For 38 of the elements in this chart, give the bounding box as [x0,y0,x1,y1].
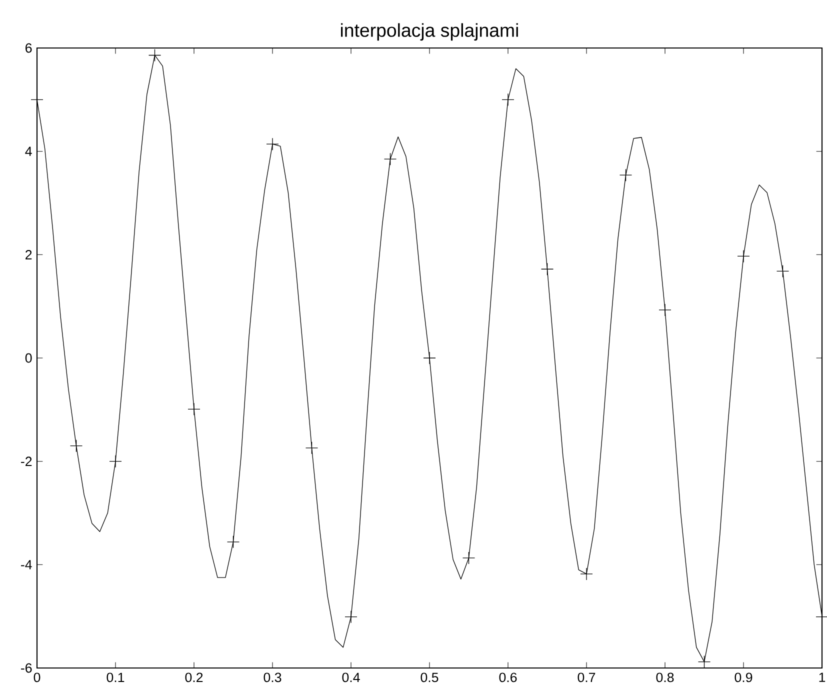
point [540,262,554,276]
y-tick-label: 0 [25,353,32,363]
point [776,264,790,278]
x-tick-label: 0.7 [578,672,596,682]
x-tick-label: 0 [34,672,40,682]
point [305,442,318,454]
point [188,402,200,416]
point [384,152,397,166]
point [148,48,162,62]
y-tick-label: 4 [25,146,32,156]
chart-title: interpolacja splajnami [341,23,518,41]
point [70,440,83,452]
y-tick-label: -6 [21,663,32,673]
point [462,552,476,564]
y-tick-label: 6 [26,43,32,53]
y-tick-label: -4 [21,560,32,570]
x-tick-label: 0.6 [499,672,517,682]
point [737,250,750,263]
point [226,536,240,548]
x-tick-label: 0.9 [734,672,752,682]
point [619,168,632,182]
point [658,304,672,316]
x-tick-label: 0.2 [185,672,203,682]
point [698,655,711,668]
y-tick-label: -2 [21,456,32,466]
point [502,93,514,106]
point [109,455,122,468]
x-tick-label: 0.3 [264,672,282,682]
x-tick-label: 1 [819,672,826,682]
x-tick-label: 0.1 [106,672,124,682]
point [344,610,358,624]
y-tick-label: 2 [26,250,32,260]
x-tick-label: 0.8 [656,672,674,682]
x-tick-label: 0.4 [342,672,360,682]
x-tick-label: 0.5 [420,672,438,682]
point [423,352,436,364]
point [266,138,279,150]
point [580,568,593,580]
